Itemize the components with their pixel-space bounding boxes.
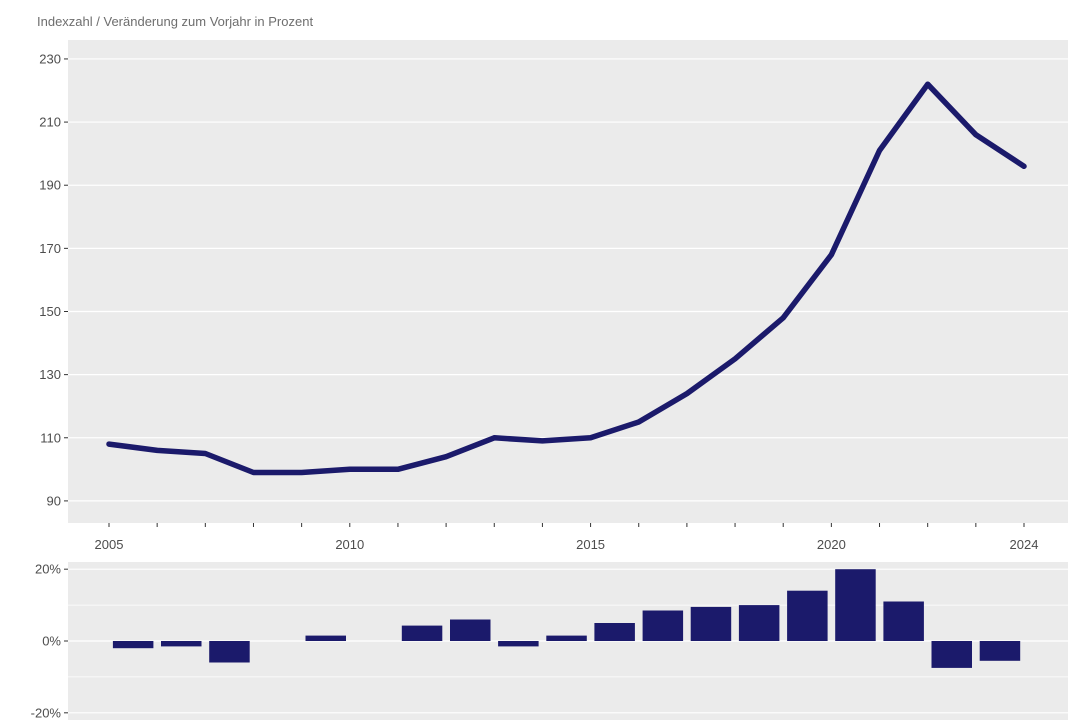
index-point-2024 [1021, 163, 1027, 169]
index-point-2017 [684, 391, 690, 397]
change-bar-2022 [883, 601, 924, 641]
index-point-2016 [636, 419, 642, 425]
change-bar-2021 [835, 569, 876, 641]
index-point-2022 [925, 81, 931, 87]
index-point-2009 [299, 469, 305, 475]
index-point-2021 [877, 147, 883, 153]
line-ytick-label-130: 130 [39, 367, 61, 382]
change-bar-2014 [498, 641, 539, 647]
line-panel-background [68, 40, 1068, 523]
line-ytick-label-150: 150 [39, 304, 61, 319]
line-ytick-label-110: 110 [40, 430, 61, 445]
index-point-2014 [539, 438, 545, 444]
line-ytick-label-230: 230 [39, 51, 61, 66]
xtick-label-2010: 2010 [335, 537, 364, 552]
index-point-2018 [732, 356, 738, 362]
change-bar-2024 [979, 641, 1021, 661]
index-point-2011 [395, 466, 401, 472]
index-point-2012 [443, 454, 449, 460]
line-ytick-label-90: 90 [47, 493, 61, 508]
xtick-label-2015: 2015 [576, 537, 605, 552]
change-bar-2015 [546, 635, 587, 641]
change-bar-2010 [305, 635, 346, 641]
change-bar-2016 [594, 623, 635, 641]
change-bar-2018 [690, 606, 732, 641]
change-bar-2020 [787, 590, 828, 641]
index-point-2015 [588, 435, 594, 441]
change-bar-2019 [738, 605, 780, 641]
index-point-2007 [202, 451, 208, 457]
change-bar-2017 [642, 610, 684, 641]
xtick-label-2024: 2024 [1010, 537, 1039, 552]
change-bar-2013 [450, 619, 491, 641]
index-point-2023 [973, 132, 979, 138]
bar-ytick-label-2: 20% [35, 562, 61, 577]
bar-ytick-label-0: -20% [31, 705, 62, 720]
change-bar-2006 [112, 641, 154, 649]
line-ytick-label-210: 210 [39, 115, 61, 130]
index-point-2019 [780, 315, 786, 321]
change-bar-2023 [931, 641, 972, 668]
change-bar-2012 [401, 625, 443, 641]
xtick-label-2020: 2020 [817, 537, 846, 552]
xtick-label-2005: 2005 [95, 537, 124, 552]
index-point-2010 [347, 466, 353, 472]
index-point-2013 [491, 435, 497, 441]
line-ytick-label-170: 170 [39, 241, 61, 256]
change-bar-2008 [209, 641, 250, 663]
change-bar-2007 [161, 641, 202, 647]
bar-ytick-label-1: 0% [42, 634, 61, 649]
index-point-2008 [250, 469, 256, 475]
chart-subtitle: Indexzahl / Veränderung zum Vorjahr in P… [37, 14, 314, 29]
index-point-2005 [106, 441, 112, 447]
line-ytick-label-190: 190 [39, 178, 61, 193]
index-point-2006 [154, 447, 160, 453]
index-point-2020 [828, 252, 834, 258]
index-series-line [106, 81, 1027, 476]
